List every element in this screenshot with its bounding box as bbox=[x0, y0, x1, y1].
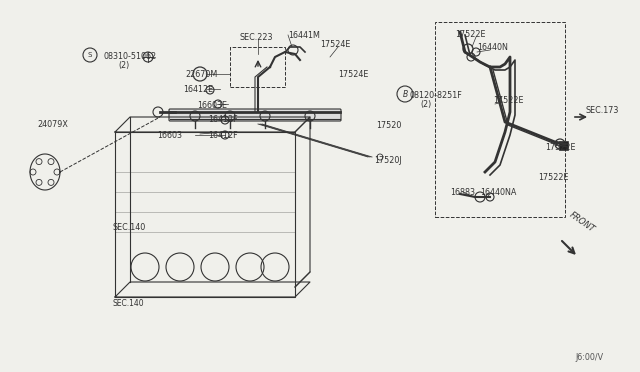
Text: FRONT: FRONT bbox=[568, 210, 596, 234]
Text: S: S bbox=[88, 52, 92, 58]
Text: 16440N: 16440N bbox=[477, 42, 508, 51]
Text: 24079X: 24079X bbox=[37, 119, 68, 128]
Text: 17524E: 17524E bbox=[320, 39, 350, 48]
Text: 17524E: 17524E bbox=[338, 70, 369, 78]
Text: J6:00/V: J6:00/V bbox=[575, 353, 603, 362]
Text: 17522E: 17522E bbox=[493, 96, 524, 105]
FancyBboxPatch shape bbox=[169, 109, 341, 121]
Text: 16441M: 16441M bbox=[288, 31, 320, 39]
Text: 16412F: 16412F bbox=[208, 131, 237, 140]
FancyBboxPatch shape bbox=[559, 141, 568, 150]
Text: SEC.140: SEC.140 bbox=[112, 222, 145, 231]
Text: SEC.140: SEC.140 bbox=[112, 299, 143, 308]
Text: 08310-51062: 08310-51062 bbox=[103, 51, 156, 61]
Text: 17522E: 17522E bbox=[545, 142, 575, 151]
Text: SEC.173: SEC.173 bbox=[586, 106, 620, 115]
Text: 16440NA: 16440NA bbox=[480, 187, 516, 196]
Text: (2): (2) bbox=[420, 99, 431, 109]
Text: 16883: 16883 bbox=[450, 187, 475, 196]
Text: 16412E: 16412E bbox=[183, 84, 213, 93]
Text: 16603E: 16603E bbox=[197, 100, 227, 109]
Text: 17520J: 17520J bbox=[374, 155, 402, 164]
Text: 17522E: 17522E bbox=[455, 29, 486, 38]
Text: 16603: 16603 bbox=[157, 131, 182, 140]
Text: B: B bbox=[403, 90, 408, 99]
Text: 22670M: 22670M bbox=[185, 70, 217, 78]
Text: 17522E: 17522E bbox=[538, 173, 568, 182]
Text: 08120-8251F: 08120-8251F bbox=[410, 90, 463, 99]
Text: 17520: 17520 bbox=[376, 121, 401, 129]
Text: (2): (2) bbox=[118, 61, 129, 70]
Text: 16412F: 16412F bbox=[208, 115, 237, 124]
Text: SEC.223: SEC.223 bbox=[239, 32, 273, 42]
